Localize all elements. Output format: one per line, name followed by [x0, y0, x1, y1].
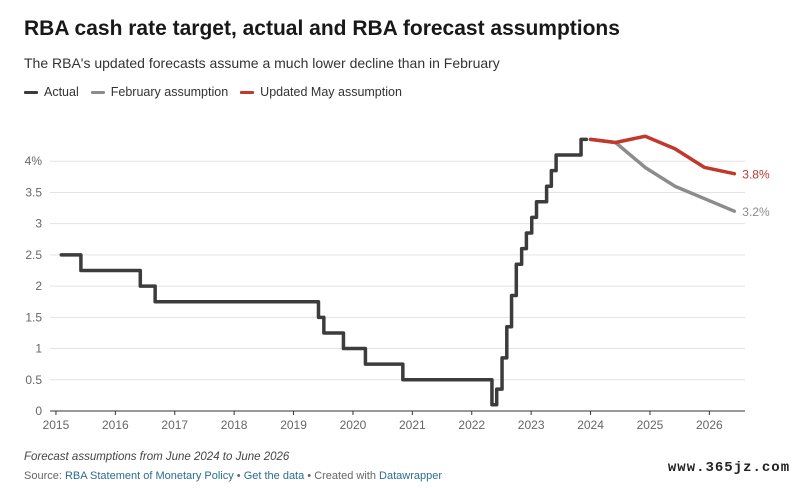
x-tick-label: 2022 [458, 418, 485, 432]
y-tick-label: 2.5 [25, 248, 42, 262]
y-tick-label: 3 [35, 217, 42, 231]
series-line-updated-may-assumption [588, 134, 737, 176]
x-tick-label: 2025 [637, 418, 664, 432]
legend-label-february: February assumption [110, 85, 229, 99]
y-tick-label: 2 [35, 279, 42, 293]
series-line-actual [59, 137, 589, 407]
legend-swatch-actual [24, 90, 38, 94]
y-tick-label: 4% [25, 154, 43, 168]
series-line-february-assumption [588, 137, 737, 213]
footer-source: Source: RBA Statement of Monetary Policy… [24, 470, 442, 482]
footer-note: Forecast assumptions from June 2024 to J… [24, 451, 290, 463]
x-tick-label: 2024 [577, 418, 604, 432]
legend-item-february: February assumption [90, 85, 229, 99]
created-with-text: • Created with [304, 470, 380, 482]
x-tick-label: 2020 [340, 418, 367, 432]
legend-item-actual: Actual [24, 85, 79, 99]
y-tick-label: 1.5 [25, 310, 42, 324]
line-chart: 0 0.5 1 1.5 2 2.5 3 3.5 4% 2015 2016 2017 2018 2019 20… [25, 134, 770, 432]
end-value-label: 3.8% [742, 168, 770, 182]
x-tick-label: 2018 [221, 418, 248, 432]
x-tick-label: 2021 [399, 418, 426, 432]
x-tick-label: 2023 [518, 418, 545, 432]
x-tick-label: 2016 [102, 418, 129, 432]
legend-label-actual: Actual [44, 85, 79, 99]
legend-item-may: Updated May assumption [240, 85, 402, 99]
x-tick-label: 2017 [161, 418, 188, 432]
datawrapper-link[interactable]: Datawrapper [379, 470, 442, 482]
chart-legend: Actual February assumption Updated May a… [24, 84, 414, 100]
source-prefix: Source: [24, 470, 65, 482]
y-tick-label: 0.5 [25, 373, 42, 387]
get-data-link[interactable]: Get the data [243, 470, 305, 482]
y-tick-label: 0 [35, 404, 42, 418]
source-separator: • [233, 470, 244, 482]
chart-title: RBA cash rate target, actual and RBA for… [24, 17, 620, 40]
end-value-label: 3.2% [742, 205, 770, 219]
y-tick-label: 3.5 [25, 185, 42, 199]
x-tick-label: 2015 [43, 418, 70, 432]
chart-subtitle: The RBA's updated forecasts assume a muc… [24, 55, 500, 71]
x-tick-label: 2026 [696, 418, 723, 432]
legend-label-may: Updated May assumption [260, 85, 402, 99]
x-tick-label: 2019 [280, 418, 307, 432]
watermark-logo: www.365jz.com [667, 456, 791, 480]
source-link[interactable]: RBA Statement of Monetary Policy [64, 470, 234, 482]
y-tick-label: 1 [35, 342, 42, 356]
legend-swatch-february [90, 90, 105, 94]
legend-swatch-may [240, 90, 255, 94]
